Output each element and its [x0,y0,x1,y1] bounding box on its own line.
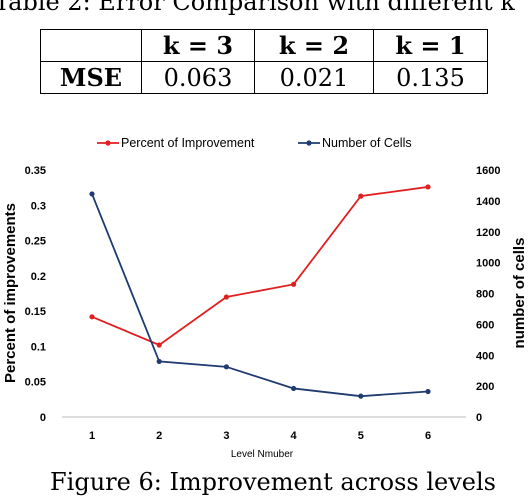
data-point [291,385,297,392]
x-tick-label: 2 [156,430,162,442]
table-header-cell: k = 3 [141,29,255,62]
series-line [91,186,429,347]
y2-tick-label: 0 [476,412,482,424]
y-axis-title: Percent of improvements [2,203,19,383]
data-point [425,184,431,190]
table-header-cell: k = 2 [254,29,374,62]
legend-marker [306,140,312,146]
y2-tick-label: 200 [476,381,494,393]
x-tick-label: 6 [425,430,431,442]
table-header-row: k = 3 k = 2 k = 1 [40,29,488,62]
improvement-chart: 0 0.05 0.1 0.15 0.2 0.25 0.3 0.35 0 200 400 600 800 1… [2,136,528,460]
data-point [89,314,95,320]
data-point [89,191,95,197]
table-cell: 0.063 [141,61,255,94]
y2-tick-label: 800 [476,289,494,301]
y2-tick-label: 1400 [476,196,500,208]
table-cell: 0.021 [254,61,374,94]
y-tick-label: 0.15 [25,306,46,318]
data-point [223,364,229,370]
data-point [425,388,431,395]
data-point [291,281,297,287]
series-line [91,193,429,398]
x-tick-label: 4 [291,430,298,442]
x-axis-title: Level Nmuber [231,449,294,460]
y2-tick-label: 1600 [476,165,500,177]
y-tick-label: 0.1 [31,341,46,353]
x-tick-label: 1 [89,430,95,442]
x-tick-label: 5 [358,430,364,442]
error-comparison-table: k = 3 k = 2 k = 1 MSE 0.063 0.021 0.135 [40,29,488,94]
legend-label: Number of Cells [322,136,412,150]
data-point [358,193,364,199]
table-row: MSE 0.063 0.021 0.135 [40,61,488,94]
data-point [156,358,162,365]
y2-tick-label: 400 [476,350,494,362]
y-tick-label: 0.2 [31,271,46,283]
table-caption: Table 2: Error Comparison with different… [0,0,515,16]
data-point [156,342,162,348]
table-row-label: MSE [40,61,142,94]
data-point [358,393,364,399]
y-tick-label: 0.25 [25,236,46,248]
y2-tick-label: 1000 [476,258,500,270]
y2-tick-label: 1200 [476,227,500,239]
x-tick-label: 3 [223,430,229,442]
table-header-cell [40,29,142,62]
table-cell: 0.135 [373,61,488,94]
y-tick-label: 0 [40,412,46,424]
y-tick-label: 0.05 [25,377,46,389]
y2-axis-title: number of cells [511,238,528,349]
y2-tick-label: 600 [476,319,494,331]
data-point [223,294,229,300]
y-tick-label: 0.3 [31,200,46,212]
table-header-cell: k = 1 [373,29,488,62]
y-tick-label: 0.35 [25,165,46,177]
figure-caption: Figure 6: Improvement across levels [50,468,496,496]
legend-label: Percent of Improvement [121,136,255,150]
legend-marker [105,140,111,146]
